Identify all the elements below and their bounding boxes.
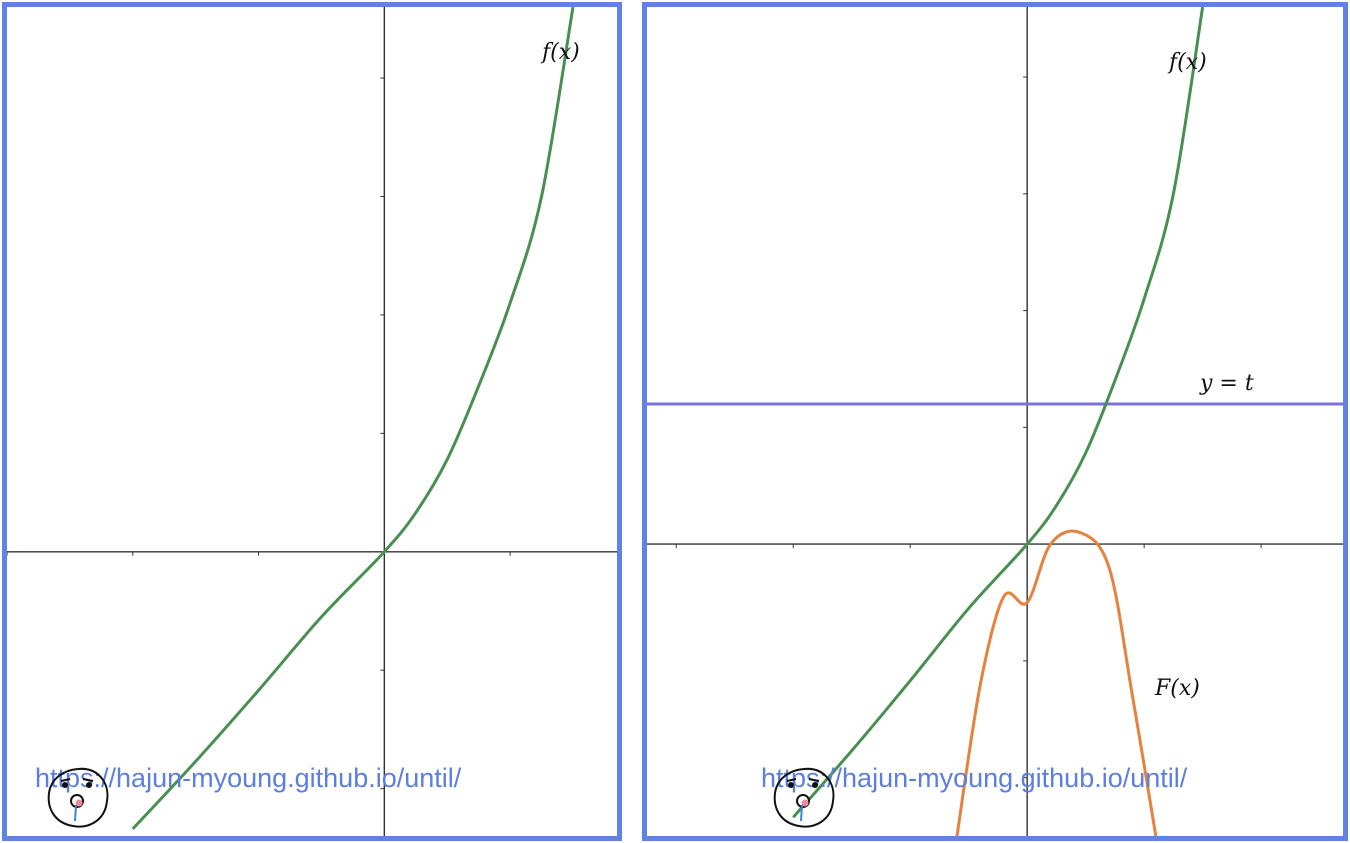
series-F-line xyxy=(955,529,1158,836)
label-f: f(x) xyxy=(1167,50,1207,75)
face-doodle-icon xyxy=(773,767,835,828)
label-t: y = t xyxy=(1199,371,1254,396)
series-f-line xyxy=(792,7,1205,819)
chart-panel-right: f(x) y = t F(x) https://hajun-myoung.git… xyxy=(642,2,1348,841)
axes xyxy=(647,7,1343,836)
chart-left-svg: f(x) xyxy=(7,7,617,836)
face-doodle-icon xyxy=(47,767,109,828)
label-f: f(x) xyxy=(540,40,580,65)
axes xyxy=(7,7,617,836)
series-f-line xyxy=(131,7,575,830)
watermark: https://hajun-myoung.github.io/until/ xyxy=(761,763,1187,828)
chart-right-svg: f(x) y = t F(x) xyxy=(647,7,1343,836)
watermark: https://hajun-myoung.github.io/until/ xyxy=(35,763,461,828)
label-F: F(x) xyxy=(1154,676,1200,701)
chart-panel-left: f(x) https://hajun-myoung.github.io/unti… xyxy=(2,2,622,841)
